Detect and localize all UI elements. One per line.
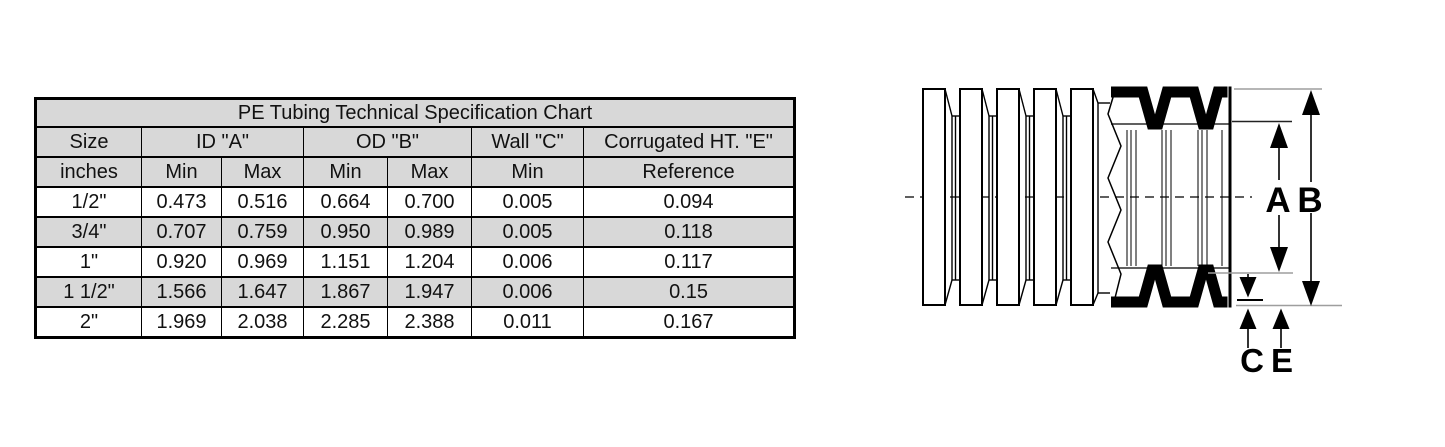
cell-id-max: 2.038 bbox=[221, 306, 304, 339]
cell-reference: 0.094 bbox=[582, 186, 796, 218]
cell-od-max: 0.989 bbox=[387, 216, 472, 248]
cell-wall-min: 0.005 bbox=[471, 186, 584, 218]
extension-lines bbox=[1208, 88, 1342, 307]
arrow-down-icon bbox=[1239, 277, 1257, 298]
cell-id-max: 0.969 bbox=[221, 246, 304, 278]
cell-od-min: 2.285 bbox=[303, 306, 388, 339]
dim-label-inner-diameter: A bbox=[1265, 181, 1290, 220]
cell-size: 1 1/2" bbox=[35, 276, 142, 308]
subheader-od-max: Max bbox=[387, 156, 472, 188]
cell-od-min: 0.950 bbox=[303, 216, 388, 248]
col-group-od-b: OD "B" bbox=[303, 126, 472, 158]
dim-label-wall: C bbox=[1240, 342, 1264, 379]
cell-od-max: 0.700 bbox=[387, 186, 472, 218]
cell-wall-min: 0.006 bbox=[471, 246, 584, 278]
cell-reference: 0.167 bbox=[582, 306, 796, 339]
cell-reference: 0.118 bbox=[582, 216, 796, 248]
subheader-id-max: Max bbox=[221, 156, 304, 188]
cell-size: 1" bbox=[35, 246, 142, 278]
dim-label-outer-diameter: B bbox=[1297, 181, 1322, 220]
cell-wall-min: 0.005 bbox=[471, 216, 584, 248]
ridge bbox=[1033, 88, 1057, 306]
table-title: PE Tubing Technical Specification Chart bbox=[34, 97, 796, 128]
table-row: 2" 1.969 2.038 2.285 2.388 0.011 0.167 bbox=[35, 306, 796, 339]
arrow-up-icon bbox=[1272, 308, 1290, 329]
ridge bbox=[922, 88, 946, 306]
ridge bbox=[996, 88, 1020, 306]
cell-id-max: 0.516 bbox=[221, 186, 304, 218]
arrow-down-icon bbox=[1302, 281, 1320, 306]
dimension-wall bbox=[1239, 274, 1257, 348]
cell-od-max: 2.388 bbox=[387, 306, 472, 339]
table-row: 1 1/2" 1.566 1.647 1.867 1.947 0.006 0.1… bbox=[35, 276, 796, 308]
cell-od-min: 1.867 bbox=[303, 276, 388, 308]
arrow-up-icon bbox=[1302, 90, 1320, 115]
tube-valleys bbox=[944, 88, 1110, 306]
cell-id-min: 0.707 bbox=[141, 216, 222, 248]
tube-outline-view bbox=[922, 88, 1094, 306]
corrugation-section-bottom bbox=[1111, 264, 1228, 308]
cell-od-max: 1.947 bbox=[387, 276, 472, 308]
col-group-size: Size bbox=[35, 126, 142, 158]
spec-table: PE Tubing Technical Specification Chart … bbox=[34, 97, 797, 339]
dim-label-corrugated-height: E bbox=[1271, 342, 1293, 379]
cell-id-max: 1.647 bbox=[221, 276, 304, 308]
dimension-corrugated-height bbox=[1272, 308, 1290, 348]
dimension-outer-diameter bbox=[1302, 90, 1320, 306]
corrugation-section-top bbox=[1111, 86, 1228, 130]
cell-id-min: 0.473 bbox=[141, 186, 222, 218]
cell-reference: 0.15 bbox=[582, 276, 796, 308]
table-row: 1/2" 0.473 0.516 0.664 0.700 0.005 0.094 bbox=[35, 186, 796, 218]
spec-table-container: PE Tubing Technical Specification Chart … bbox=[34, 97, 797, 339]
cell-size: 3/4" bbox=[35, 216, 142, 248]
cell-id-max: 0.759 bbox=[221, 216, 304, 248]
col-group-wall-c: Wall "C" bbox=[471, 126, 584, 158]
cell-od-min: 0.664 bbox=[303, 186, 388, 218]
dimension-inner-diameter bbox=[1270, 123, 1288, 272]
subheader-id-min: Min bbox=[141, 156, 222, 188]
table-row: 3/4" 0.707 0.759 0.950 0.989 0.005 0.118 bbox=[35, 216, 796, 248]
tube-cross-section bbox=[1111, 86, 1232, 308]
cell-id-min: 1.566 bbox=[141, 276, 222, 308]
cell-size: 2" bbox=[35, 306, 142, 339]
ridge bbox=[959, 88, 983, 306]
section-hatch-lines bbox=[1126, 130, 1223, 266]
ridge bbox=[1070, 88, 1094, 306]
cell-reference: 0.117 bbox=[582, 246, 796, 278]
subheader-inches: inches bbox=[35, 156, 142, 188]
subheader-wall-min: Min bbox=[471, 156, 584, 188]
col-group-corrugated-e: Corrugated HT. "E" bbox=[582, 126, 796, 158]
arrow-down-icon bbox=[1270, 247, 1288, 272]
subheader-reference: Reference bbox=[582, 156, 796, 188]
cell-id-min: 0.920 bbox=[141, 246, 222, 278]
cell-id-min: 1.969 bbox=[141, 306, 222, 339]
arrow-up-icon bbox=[1270, 123, 1288, 148]
arrow-up-icon bbox=[1239, 308, 1257, 329]
break-zigzag-line bbox=[1107, 93, 1122, 303]
cell-od-max: 1.204 bbox=[387, 246, 472, 278]
cell-wall-min: 0.006 bbox=[471, 276, 584, 308]
subheader-od-min: Min bbox=[303, 156, 388, 188]
table-row: 1" 0.920 0.969 1.151 1.204 0.006 0.117 bbox=[35, 246, 796, 278]
